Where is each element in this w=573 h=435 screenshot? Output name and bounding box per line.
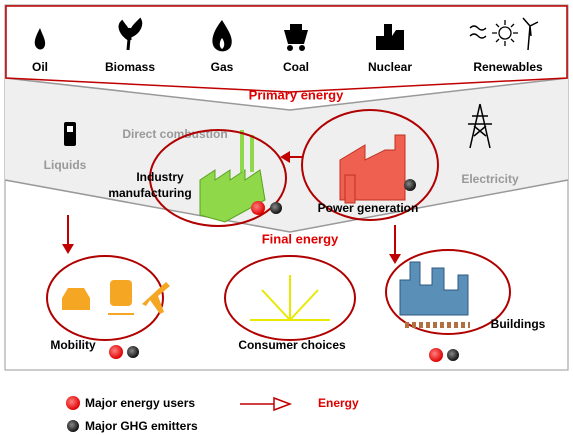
turbine-icon [522, 17, 539, 51]
flow-arrowhead [280, 151, 290, 163]
liquids-label: Liquids [44, 158, 87, 172]
train-icon [110, 280, 132, 306]
legend-energy-label: Energy [318, 396, 359, 410]
choices-icon [250, 275, 330, 321]
source-label: Renewables [473, 60, 543, 74]
source-label: Coal [283, 60, 309, 74]
car-icon [62, 288, 90, 310]
coal-wheel [287, 45, 293, 51]
power-plant-icon [339, 134, 406, 201]
final-divider [4, 179, 569, 233]
liquids-icon [64, 122, 76, 146]
source-label: Nuclear [368, 60, 412, 74]
energy-user-dot [109, 345, 123, 359]
legend-arrowhead [273, 396, 293, 412]
primary-energy-label: Primary energy [249, 87, 344, 102]
buildings-ellipse [385, 249, 511, 335]
legend-users-label: Major energy users [85, 396, 195, 410]
buildings-label: Buildings [491, 317, 546, 331]
energy-user-dot [429, 348, 443, 362]
sources-box [5, 5, 568, 93]
flow-arrowhead [62, 244, 74, 254]
industry-label: manufacturing [108, 186, 191, 200]
ghg-emitter-dot [127, 346, 139, 358]
source-label: Gas [211, 60, 234, 74]
flow-arrowhead [389, 254, 401, 264]
consumer-ellipse [224, 255, 356, 341]
source-label: Biomass [105, 60, 155, 74]
power-plant-tank [344, 174, 356, 204]
nuclear-icon [376, 24, 404, 50]
electricity-label: Electricity [461, 172, 519, 186]
primary-divider [4, 77, 569, 111]
ghg-emitter-dot [270, 202, 282, 214]
gas-icon [212, 20, 232, 52]
legend-user-dot [66, 396, 80, 410]
consumer-choices-label: Consumer choices [238, 338, 346, 352]
city-icon [399, 261, 469, 316]
liquids-icon-window [67, 126, 73, 132]
ghg-emitter-dot [404, 179, 416, 191]
coal-icon [284, 24, 308, 44]
industry-ellipse [149, 129, 287, 227]
sun-rays [492, 20, 518, 46]
oil-icon [34, 28, 46, 50]
wind-waves-icon [469, 25, 487, 39]
biomass-icon [118, 17, 143, 51]
legend-ghg-dot [67, 420, 79, 432]
energy-user-dot [251, 201, 265, 215]
legend-emitters-label: Major GHG emitters [85, 419, 198, 433]
factory-chimney [250, 135, 254, 172]
factory-chimney [240, 130, 244, 172]
mobility-label: Mobility [50, 338, 96, 352]
industry-label: Industry [136, 170, 184, 184]
electricity-icon [468, 103, 492, 149]
final-energy-label: Final energy [262, 231, 339, 246]
source-label: Oil [32, 60, 48, 74]
sun-icon [498, 26, 512, 40]
power-ellipse [301, 109, 439, 221]
ghg-emitter-dot [447, 349, 459, 361]
plane-icon [142, 282, 170, 314]
coal-wheel [299, 45, 305, 51]
mobility-ellipse [46, 255, 164, 341]
power-generation-label: Power generation [318, 201, 419, 215]
